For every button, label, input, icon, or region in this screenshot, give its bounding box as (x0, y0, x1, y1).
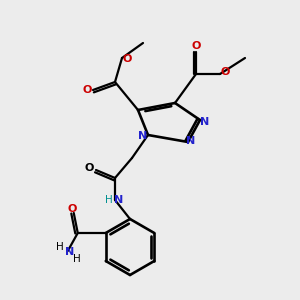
Text: O: O (122, 54, 132, 64)
Text: O: O (220, 67, 230, 77)
Text: O: O (84, 163, 94, 173)
Text: N: N (138, 131, 148, 141)
Text: O: O (67, 204, 76, 214)
Text: H: H (56, 242, 64, 252)
Text: N: N (200, 117, 210, 127)
Text: H: H (105, 195, 113, 205)
Text: O: O (82, 85, 92, 95)
Text: N: N (65, 247, 74, 257)
Text: O: O (191, 41, 201, 51)
Text: N: N (114, 195, 124, 205)
Text: H: H (73, 254, 81, 264)
Text: N: N (186, 136, 196, 146)
